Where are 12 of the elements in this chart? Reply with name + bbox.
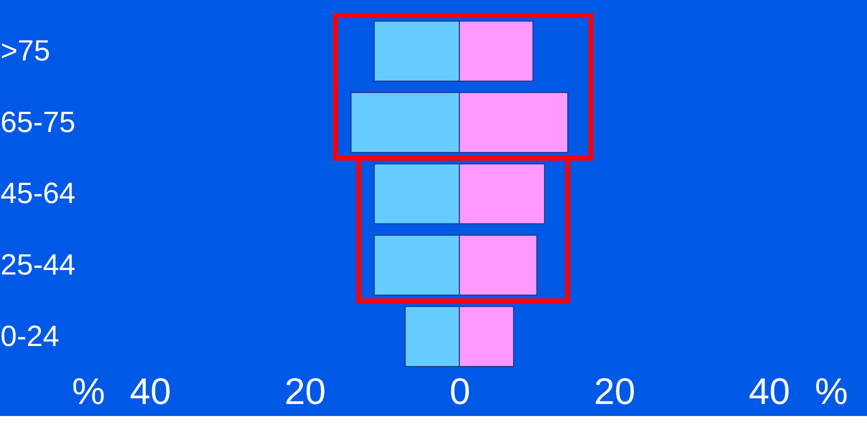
x-tick-label: 20 <box>284 370 326 412</box>
y-tick-label: 45-64 <box>0 177 76 210</box>
x-tick-label: 40 <box>748 370 790 412</box>
x-tick-label: % <box>814 370 848 412</box>
x-tick-label: % <box>72 370 105 412</box>
x-tick-label: 0 <box>450 370 470 412</box>
x-tick-label: 20 <box>594 370 636 412</box>
y-tick-label: >75 <box>0 34 50 68</box>
y-tick-label: 0-24 <box>0 320 60 353</box>
y-tick-label: 25-44 <box>0 248 76 282</box>
y-tick-label: 65-75 <box>0 106 76 139</box>
x-tick-label: 40 <box>130 370 172 412</box>
